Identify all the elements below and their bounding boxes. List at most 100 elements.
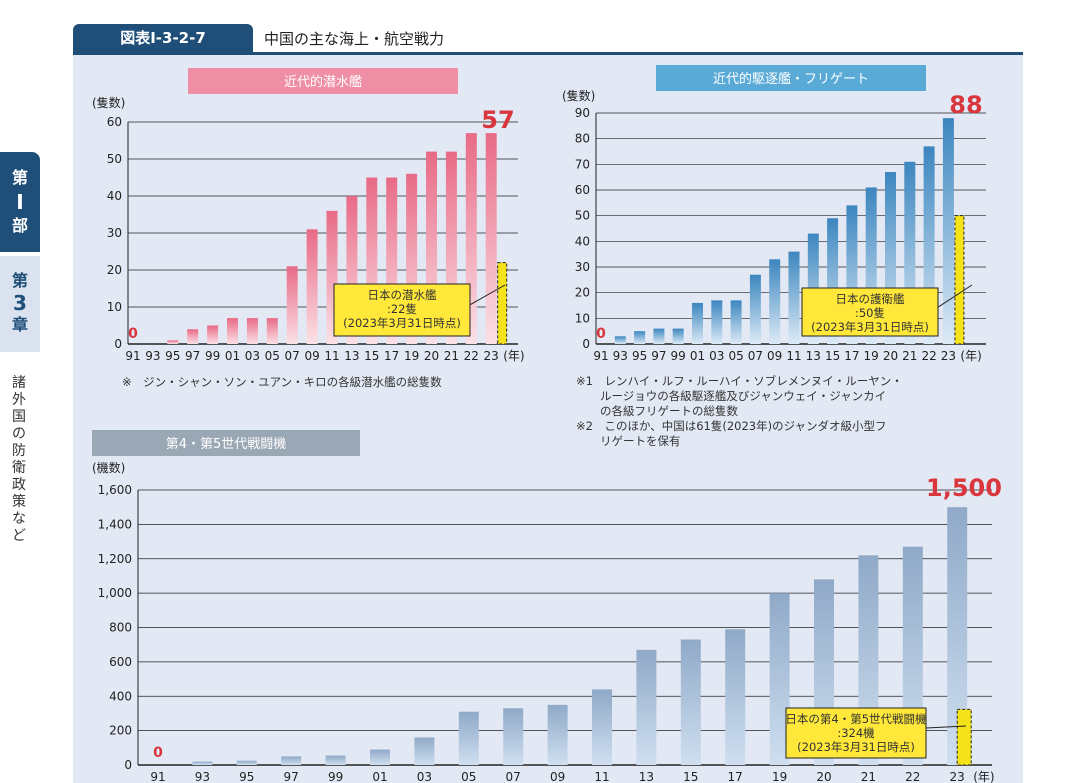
- callout-text: (2023年3月31日時点): [343, 316, 461, 330]
- callout-text: :22隻: [387, 302, 417, 316]
- x-tick-label: 11: [594, 770, 609, 783]
- x-tick-label: 20: [816, 770, 831, 783]
- x-axis-unit: (年): [973, 770, 994, 783]
- y-tick-label: 600: [109, 655, 132, 669]
- bar: [653, 328, 665, 344]
- japan-bar: [497, 262, 508, 345]
- x-tick-label: 11: [324, 349, 339, 363]
- x-tick-label: 99: [328, 770, 343, 783]
- section-vertical-char: 政: [12, 477, 26, 493]
- callout-pointer: [937, 284, 973, 308]
- x-tick-label: 95: [239, 770, 254, 783]
- bar: [281, 756, 302, 765]
- callout-box: [333, 283, 471, 337]
- end-value-label: 57: [481, 106, 514, 134]
- bar: [725, 629, 746, 765]
- y-tick-label: 10: [107, 300, 122, 314]
- part-tab-char: 部: [11, 216, 28, 235]
- bar: [503, 708, 524, 765]
- section-vertical-char: ど: [12, 528, 26, 544]
- bar: [366, 177, 378, 344]
- bar: [266, 318, 278, 344]
- x-tick-label: 09: [550, 770, 565, 783]
- y-tick-label: 0: [114, 337, 122, 351]
- section-vertical-char: 防: [12, 443, 26, 459]
- bar: [942, 118, 954, 344]
- x-tick-label: 91: [593, 349, 608, 363]
- x-tick-label: 07: [506, 770, 521, 783]
- x-tick-label: 15: [825, 349, 840, 363]
- chart-note: ※1 レンハイ・ルフ・ルーハイ・ソブレメンヌイ・ルーヤン・: [576, 374, 903, 388]
- bar: [592, 689, 612, 765]
- bar: [207, 325, 219, 344]
- bar: [865, 187, 877, 344]
- bar: [458, 711, 479, 765]
- chart-title: 近代的駆逐艦・フリゲート: [713, 71, 869, 87]
- callout-box: [801, 287, 939, 337]
- bar: [426, 151, 437, 344]
- y-tick-label: 1,000: [98, 586, 132, 600]
- start-value-label: 0: [128, 326, 138, 342]
- bar: [923, 146, 935, 344]
- x-tick-label: 13: [806, 349, 821, 363]
- y-tick-label: 40: [575, 234, 590, 248]
- section-vertical-char: 策: [12, 494, 26, 510]
- x-tick-label: 99: [205, 349, 220, 363]
- y-tick-label: 80: [575, 132, 590, 146]
- end-value-label: 1,500: [926, 474, 1002, 502]
- bar: [187, 329, 199, 344]
- part-tab-char: 第: [11, 168, 28, 187]
- bar: [445, 151, 457, 344]
- x-tick-label: 21: [444, 349, 459, 363]
- chart-title-banner: [188, 68, 458, 94]
- y-tick-label: 40: [107, 189, 122, 203]
- bar: [947, 507, 968, 765]
- bar: [192, 761, 213, 765]
- y-tick-label: 1,400: [98, 517, 132, 531]
- x-tick-label: 22: [921, 349, 936, 363]
- x-tick-label: 95: [165, 349, 180, 363]
- bar: [904, 161, 916, 344]
- y-tick-label: 400: [109, 689, 132, 703]
- x-tick-label: 05: [265, 349, 280, 363]
- x-tick-label: 21: [861, 770, 876, 783]
- x-tick-label: 01: [372, 770, 387, 783]
- chart-title-banner: [92, 430, 360, 456]
- x-tick-label: 01: [225, 349, 240, 363]
- callout-text: 日本の潜水艦: [368, 288, 437, 302]
- bar: [769, 593, 790, 765]
- y-tick-label: 10: [575, 311, 590, 325]
- chart-note: ※ ジン・シャン・ソン・ユアン・キロの各級潜水艦の総隻数: [122, 375, 442, 389]
- part-tab[interactable]: 第 Ⅰ 部: [0, 152, 40, 252]
- x-tick-label: 17: [844, 349, 859, 363]
- chart-title: 近代的潜水艦: [284, 74, 362, 90]
- figure-title: 中国の主な海上・航空戦力: [264, 30, 445, 48]
- end-value-label: 88: [949, 91, 982, 119]
- callout-text: 日本の護衛艦: [836, 292, 905, 306]
- callout-text: :324機: [837, 726, 875, 740]
- x-tick-label: 07: [285, 349, 300, 363]
- x-tick-label: 07: [748, 349, 763, 363]
- bar: [749, 274, 761, 344]
- bar: [326, 210, 338, 344]
- chapter-tab-char: 章: [11, 315, 28, 334]
- y-tick-label: 70: [575, 157, 590, 171]
- side-navigation-tab[interactable]: 第 Ⅰ 部 第 3 章: [0, 152, 40, 352]
- start-value-label: 0: [596, 326, 606, 342]
- callout-pointer: [925, 725, 967, 729]
- chart-note: リゲートを保有: [600, 434, 681, 448]
- section-vertical-char: な: [12, 511, 26, 527]
- y-tick-label: 1,600: [98, 483, 132, 497]
- section-vertical-char: 衛: [12, 460, 26, 476]
- x-tick-label: 03: [245, 349, 260, 363]
- x-tick-label: 03: [417, 770, 432, 783]
- y-tick-label: 50: [575, 209, 590, 223]
- bar: [227, 318, 238, 344]
- chapter-tab[interactable]: 第 3 章: [0, 256, 40, 352]
- bar: [672, 328, 684, 344]
- x-tick-label: 93: [145, 349, 160, 363]
- y-axis-label: (隻数): [562, 88, 595, 103]
- x-tick-label: 09: [304, 349, 319, 363]
- bar: [885, 172, 896, 344]
